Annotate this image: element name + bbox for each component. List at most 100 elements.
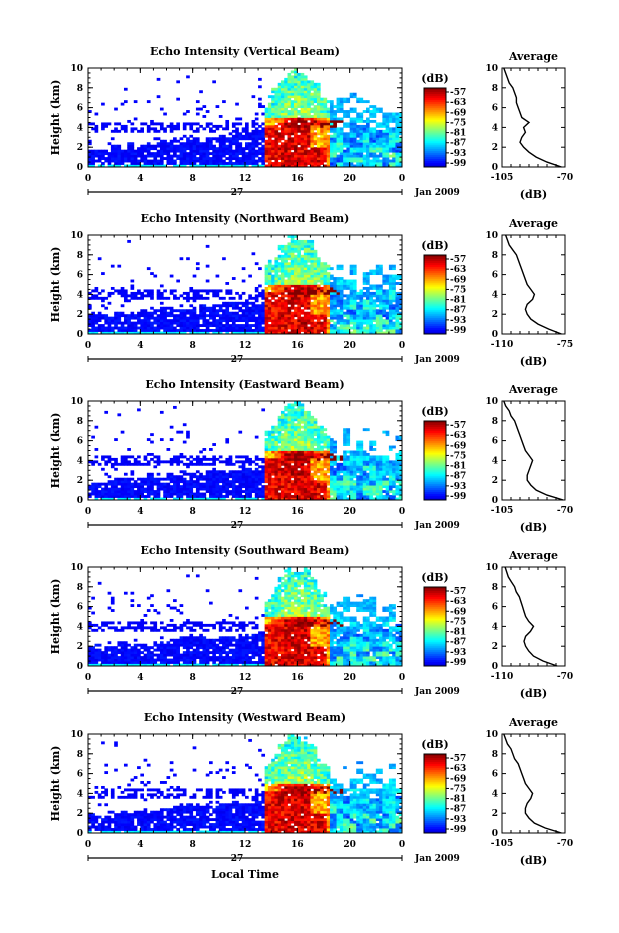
heatmap-cell <box>153 493 157 496</box>
heatmap-cell <box>134 493 138 496</box>
heatmap-cell <box>392 160 396 163</box>
heatmap-cell <box>363 147 367 150</box>
heatmap-cell <box>222 309 226 312</box>
heatmap-cell <box>294 312 298 315</box>
heatmap-cell <box>127 145 131 148</box>
heatmap-cell <box>386 132 390 135</box>
heatmap-cell <box>157 319 161 322</box>
heatmap-cell <box>157 142 161 145</box>
heatmap-cell <box>212 329 216 332</box>
heatmap-cell <box>346 304 350 307</box>
heatmap-cell <box>278 438 282 441</box>
heatmap-cell <box>261 480 265 483</box>
heatmap-cell <box>271 140 275 143</box>
heatmap-cell <box>356 130 360 133</box>
heatmap-cell <box>206 478 210 481</box>
heatmap-cell <box>127 152 131 155</box>
heatmap-cell <box>363 280 367 283</box>
heatmap-cell <box>294 137 298 140</box>
heatmap-cell <box>238 470 242 473</box>
heatmap-cell <box>281 270 285 273</box>
heatmap-cell <box>395 118 399 121</box>
heatmap-cell <box>206 280 210 283</box>
heatmap-cell <box>245 162 249 165</box>
heatmap-cell <box>320 329 324 332</box>
heatmap-cell <box>340 142 344 145</box>
heatmap-cell <box>140 329 144 332</box>
heatmap-cell <box>268 160 272 163</box>
heatmap-cell <box>340 307 344 310</box>
heatmap-cell <box>307 140 311 143</box>
heatmap-cell <box>183 312 187 315</box>
heatmap-cell <box>245 470 249 473</box>
heatmap-cell <box>274 451 278 454</box>
heatmap-cell <box>284 275 288 278</box>
heatmap-cell <box>101 127 105 130</box>
heatmap-cell <box>324 265 328 268</box>
heatmap-cell <box>320 282 324 285</box>
heatmap-cell <box>307 108 311 111</box>
heatmap-cell <box>235 473 239 476</box>
heatmap-cell <box>124 319 128 322</box>
heatmap-cell <box>268 287 272 290</box>
heatmap-cell <box>235 302 239 305</box>
x-tick-label: 8 <box>190 174 196 184</box>
profile-x-label: (dB) <box>520 188 547 201</box>
heatmap-cell <box>189 142 193 145</box>
heatmap-cell <box>317 90 321 93</box>
heatmap-cell <box>271 458 275 461</box>
heatmap-cell <box>366 317 370 320</box>
heatmap-cell <box>366 309 370 312</box>
heatmap-cell <box>278 262 282 265</box>
heatmap-cell <box>395 297 399 300</box>
heatmap-cell <box>242 280 246 283</box>
heatmap-cell <box>160 438 164 441</box>
heatmap-cell <box>232 314 236 317</box>
heatmap-cell <box>356 125 360 128</box>
heatmap-cell <box>124 473 128 476</box>
heatmap-cell <box>261 135 265 138</box>
heatmap-cell <box>337 292 341 295</box>
heatmap-cell <box>340 309 344 312</box>
heatmap-cell <box>258 150 262 153</box>
heatmap-cell <box>307 280 311 283</box>
heatmap-cell <box>134 100 138 103</box>
heatmap-cell <box>121 488 125 491</box>
heatmap-cell <box>359 304 363 307</box>
heatmap-cell <box>202 493 206 496</box>
heatmap-cell <box>274 145 278 148</box>
heatmap-cell <box>114 155 118 158</box>
heatmap-cell <box>317 309 321 312</box>
heatmap-cell <box>307 132 311 135</box>
heatmap-cell <box>222 304 226 307</box>
heatmap-cell <box>261 105 265 108</box>
heatmap-cell <box>343 285 347 288</box>
heatmap-cell <box>124 297 128 300</box>
heatmap-cell <box>258 480 262 483</box>
heatmap-cell <box>353 152 357 155</box>
heatmap-cell <box>284 103 288 106</box>
heatmap-cell <box>229 145 233 148</box>
heatmap-cell <box>324 120 328 123</box>
heatmap-cell <box>258 488 262 491</box>
heatmap-cell <box>278 255 282 258</box>
heatmap-cell <box>268 470 272 473</box>
heatmap-cell <box>314 275 318 278</box>
heatmap-cell <box>222 329 226 332</box>
heatmap-cell <box>144 322 148 325</box>
heatmap-cell <box>356 319 360 322</box>
heatmap-cell <box>193 292 197 295</box>
heatmap-cell <box>369 287 373 290</box>
heatmap-cell <box>307 130 311 133</box>
heatmap-cell <box>379 324 383 327</box>
heatmap-cell <box>291 113 295 116</box>
heatmap-cell <box>176 98 180 101</box>
heatmap-cell <box>147 155 151 158</box>
heatmap-cell <box>304 115 308 118</box>
heatmap-cell <box>255 480 259 483</box>
heatmap-cell <box>392 152 396 155</box>
heatmap-cell <box>229 155 233 158</box>
heatmap-cell <box>301 98 305 101</box>
heatmap-cell <box>180 257 184 260</box>
heatmap-cell <box>291 418 295 421</box>
